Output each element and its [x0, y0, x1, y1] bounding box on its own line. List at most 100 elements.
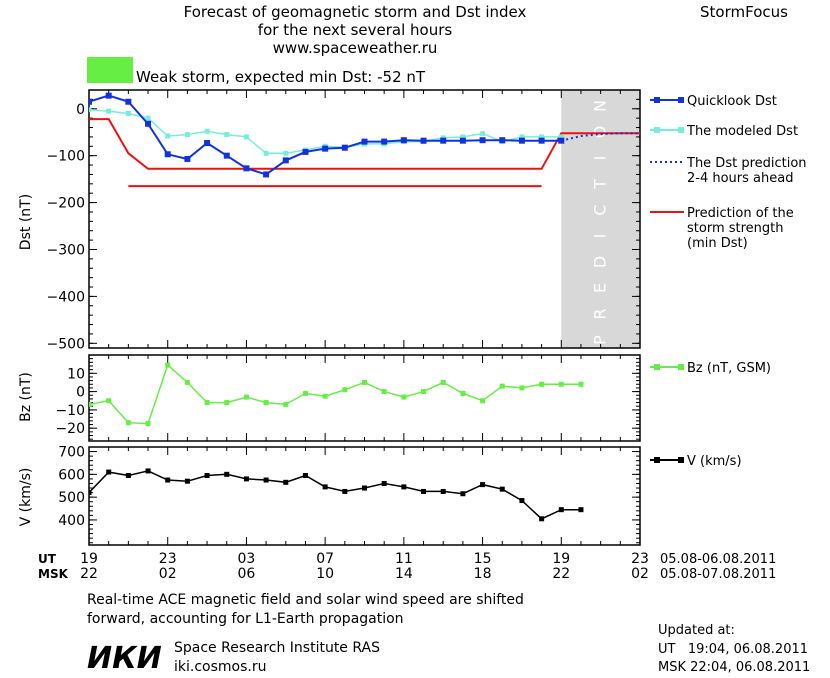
institute-site-link[interactable]: iki.cosmos.ru	[174, 659, 266, 675]
prediction-letter: T	[591, 179, 610, 190]
updated-ut: UT 19:04, 06.08.2011	[658, 642, 808, 657]
msk-tick-label: 10	[316, 566, 334, 582]
y-tick-label: −400	[47, 289, 85, 305]
v-point	[401, 484, 407, 490]
quicklook-dst-point	[322, 145, 329, 152]
bz-point	[204, 400, 210, 406]
v-point	[381, 480, 387, 486]
footer-note-line2: forward, accounting for L1-Earth propaga…	[87, 611, 404, 627]
ut-tick-label: 19	[552, 551, 570, 567]
bz-point	[342, 387, 348, 393]
v-point	[263, 477, 269, 483]
quicklook-dst-point	[420, 137, 427, 144]
panel-frame	[88, 89, 641, 349]
modeled-dst-point	[204, 128, 210, 134]
bz-point	[578, 381, 584, 387]
quicklook-dst-point	[459, 137, 466, 144]
v-point	[125, 472, 131, 478]
panel-frame	[88, 446, 641, 546]
y-tick-label: −200	[47, 196, 85, 212]
legend-bz-label: Bz (nT, GSM)	[687, 361, 771, 376]
bz-point	[440, 379, 446, 385]
modeled-dst-point	[165, 133, 171, 139]
prediction-letter: I	[591, 156, 610, 161]
quicklook-dst-point	[105, 92, 112, 99]
bz-point	[539, 381, 545, 387]
quicklook-dst-point	[243, 165, 250, 172]
v-point	[322, 484, 328, 490]
modeled-dst-point	[460, 134, 466, 140]
msk-tick-label: 18	[474, 566, 492, 582]
v-point	[302, 472, 308, 478]
y-tick-label: 400	[58, 513, 85, 529]
quicklook-dst-point	[263, 171, 270, 178]
v-point	[106, 469, 112, 475]
legend-strength-label-2: storm strength	[687, 221, 784, 236]
legend-modeled-label: The modeled Dst	[686, 124, 798, 139]
iki-logo: ИКИ	[87, 641, 162, 676]
modeled-dst-point	[224, 132, 230, 138]
modeled-dst-point	[539, 134, 545, 140]
quicklook-dst-point	[145, 120, 152, 127]
v-point	[480, 482, 486, 488]
quicklook-dst-point	[400, 137, 407, 144]
prediction-letter: D	[591, 256, 610, 268]
msk-tick-label: 06	[238, 566, 256, 582]
v-point	[342, 488, 348, 494]
bz-point	[89, 401, 92, 407]
prediction-letter: O	[591, 126, 610, 139]
modeled-dst-point	[106, 108, 112, 114]
quicklook-dst-point	[440, 137, 447, 144]
modeled-dst-point	[243, 134, 249, 140]
y-tick-label: −300	[47, 242, 85, 258]
legend-quicklook-label: Quicklook Dst	[687, 94, 777, 109]
quicklook-dst-point	[538, 137, 545, 144]
modeled-dst-point	[89, 107, 92, 113]
ut-tick-label: 03	[238, 551, 256, 567]
storm-level-swatch	[87, 57, 133, 83]
bz-point	[401, 394, 407, 400]
quicklook-dst-point	[282, 157, 289, 164]
bz-point	[106, 398, 112, 404]
quicklook-dst-point	[361, 138, 368, 145]
bz-point	[145, 421, 151, 427]
v-point	[421, 488, 427, 494]
msk-tick-label: 22	[552, 566, 570, 582]
bz-axis-label: Bz (nT)	[18, 372, 34, 422]
bz-point	[460, 390, 466, 396]
modeled-dst-point	[558, 134, 564, 140]
quicklook-dst-line	[89, 94, 562, 176]
v-point	[362, 485, 367, 491]
modeled-dst-point	[480, 131, 486, 137]
dst-axis-label: Dst (nT)	[18, 194, 34, 250]
v-point	[145, 468, 151, 474]
modeled-dst-point	[263, 150, 269, 156]
storm-strength-line	[89, 118, 640, 170]
msk-tick-label: 14	[395, 566, 413, 582]
updated-label: Updated at:	[658, 623, 735, 638]
quicklook-dst-point	[184, 155, 191, 162]
bz-point	[362, 379, 367, 385]
legend: Quicklook Dst The modeled Dst The Dst pr…	[650, 94, 807, 469]
ut-tick-label: 15	[474, 551, 492, 567]
ut-tick-label: 11	[395, 551, 413, 567]
prediction-letter: N	[591, 100, 610, 112]
legend-strength-label-1: Prediction of the	[687, 206, 794, 221]
modeled-dst-point	[283, 150, 289, 156]
prediction-letter: R	[591, 308, 610, 319]
v-point	[440, 488, 446, 494]
ut-axis-caption: UT	[38, 552, 57, 566]
chart-title-url: www.spaceweather.ru	[273, 39, 438, 57]
time-axis: UT MSK 05.08-06.08.2011 05.08-07.08.2011…	[38, 551, 776, 582]
ut-date-range: 05.08-06.08.2011	[660, 552, 776, 567]
dst-prediction-line	[561, 132, 640, 142]
y-tick-label: 0	[76, 102, 85, 118]
prediction-letter: C	[591, 204, 610, 215]
institute-name: Space Research Institute RAS	[174, 640, 380, 656]
y-tick-label: −20	[55, 421, 85, 437]
prediction-letter: I	[591, 234, 610, 239]
bz-line	[89, 363, 581, 425]
v-line	[89, 470, 581, 520]
y-tick-label: 10	[67, 366, 85, 382]
